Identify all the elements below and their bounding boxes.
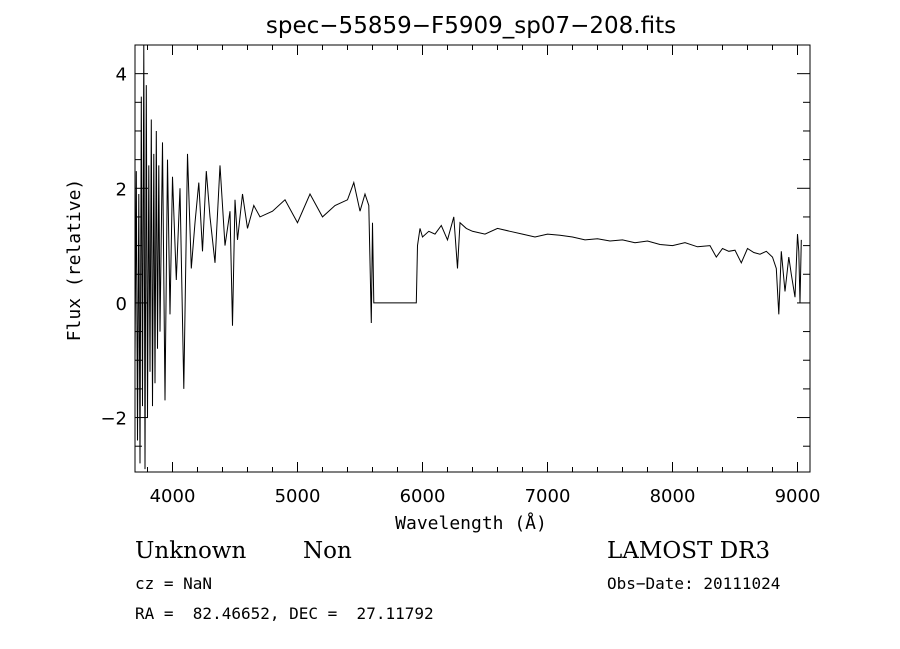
obs-date: Obs−Date: 20111024 <box>607 574 781 593</box>
redshift-cz: cz = NaN <box>135 574 213 593</box>
x-axis-label: Wavelength (Å) <box>395 512 547 534</box>
plot-frame <box>134 44 811 473</box>
chart-title: spec−55859−F5909_sp07−208.fits <box>266 13 676 39</box>
x-axis: 4000 5000 6000 7000 8000 9000 <box>147 45 821 507</box>
x-tick-label: 9000 <box>775 486 821 507</box>
object-class: Unknown <box>135 538 247 564</box>
x-tick-label: 6000 <box>400 486 446 507</box>
y-tick-label: 0 <box>116 294 127 315</box>
y-axis-label: Flux (relative) <box>64 179 85 342</box>
y-tick-label: −2 <box>100 409 127 430</box>
y-axis: −2 0 2 4 <box>100 44 810 447</box>
x-tick-label: 8000 <box>650 486 696 507</box>
x-tick-label: 7000 <box>525 486 571 507</box>
x-tick-label: 5000 <box>275 486 321 507</box>
survey-name: LAMOST DR3 <box>607 538 771 564</box>
x-tick-label: 4000 <box>150 486 196 507</box>
y-tick-label: 2 <box>116 179 127 200</box>
spectrum-line <box>134 44 802 470</box>
object-subclass: Non <box>303 538 352 564</box>
coordinates: RA = 82.46652, DEC = 27.11792 <box>135 604 434 623</box>
y-tick-label: 4 <box>116 65 127 86</box>
